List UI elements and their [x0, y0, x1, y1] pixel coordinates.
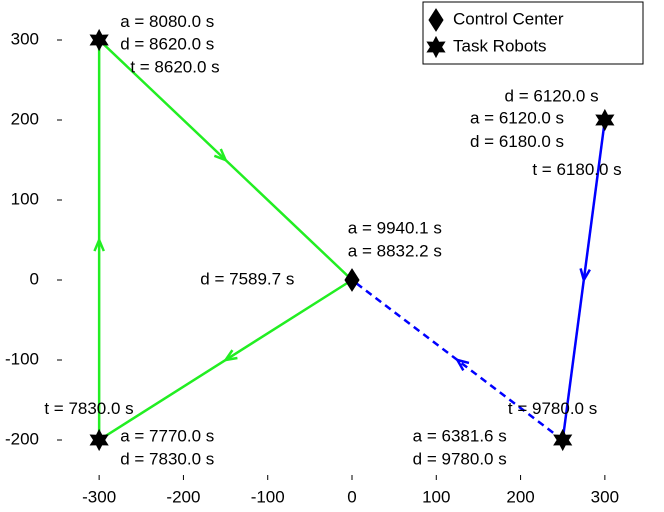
legend-label: Task Robots — [453, 36, 547, 55]
x-tick-label: -300 — [82, 487, 116, 506]
annotation: t = 7830.0 s — [44, 399, 133, 418]
hexagram-marker — [595, 108, 615, 132]
annotation: d = 7589.7 s — [200, 269, 294, 288]
hexagram-marker — [89, 28, 109, 52]
y-tick-label: 0 — [30, 269, 39, 288]
x-tick-label: 100 — [422, 487, 450, 506]
x-tick-label: 200 — [506, 487, 534, 506]
diamond-marker — [344, 268, 360, 292]
annotation: t = 9780.0 s — [508, 399, 597, 418]
annotation: t = 6180.0 s — [532, 160, 621, 179]
y-tick-label: 100 — [11, 189, 39, 208]
annotation: a = 7770.0 s — [120, 426, 214, 445]
annotation: a = 8080.0 s — [120, 12, 214, 31]
annotation: a = 6120.0 s — [470, 109, 564, 128]
y-tick-label: 200 — [11, 109, 39, 128]
legend-label: Control Center — [453, 9, 564, 28]
path-line — [97, 37, 353, 443]
hexagram-marker — [553, 428, 573, 452]
x-tick-label: -100 — [251, 487, 285, 506]
annotation: d = 9780.0 s — [413, 449, 507, 468]
arrow-head — [454, 358, 470, 372]
annotation: d = 7830.0 s — [120, 449, 214, 468]
annotation: a = 6381.6 s — [413, 426, 507, 445]
hexagram-marker — [89, 428, 109, 452]
annotation: a = 8832.2 s — [348, 241, 442, 260]
x-tick-label: 300 — [591, 487, 619, 506]
arrow-head — [579, 268, 591, 284]
hexagram-marker — [426, 35, 446, 59]
annotation: d = 6180.0 s — [470, 132, 564, 151]
annotation: t = 8620.0 s — [130, 57, 219, 76]
x-tick-label: -200 — [166, 487, 200, 506]
arrow-head — [222, 349, 238, 362]
annotation: a = 9940.1 s — [348, 218, 442, 237]
arrow-head — [93, 236, 105, 252]
annotation: d = 8620.0 s — [120, 34, 214, 53]
y-tick-label: -200 — [5, 429, 39, 448]
x-tick-label: 0 — [347, 487, 356, 506]
diamond-marker — [428, 8, 444, 32]
y-tick-label: 300 — [11, 29, 39, 48]
arrow-head — [213, 148, 228, 163]
y-tick-label: -100 — [5, 349, 39, 368]
annotation: d = 6120.0 s — [505, 86, 599, 105]
legend-box — [422, 1, 644, 65]
